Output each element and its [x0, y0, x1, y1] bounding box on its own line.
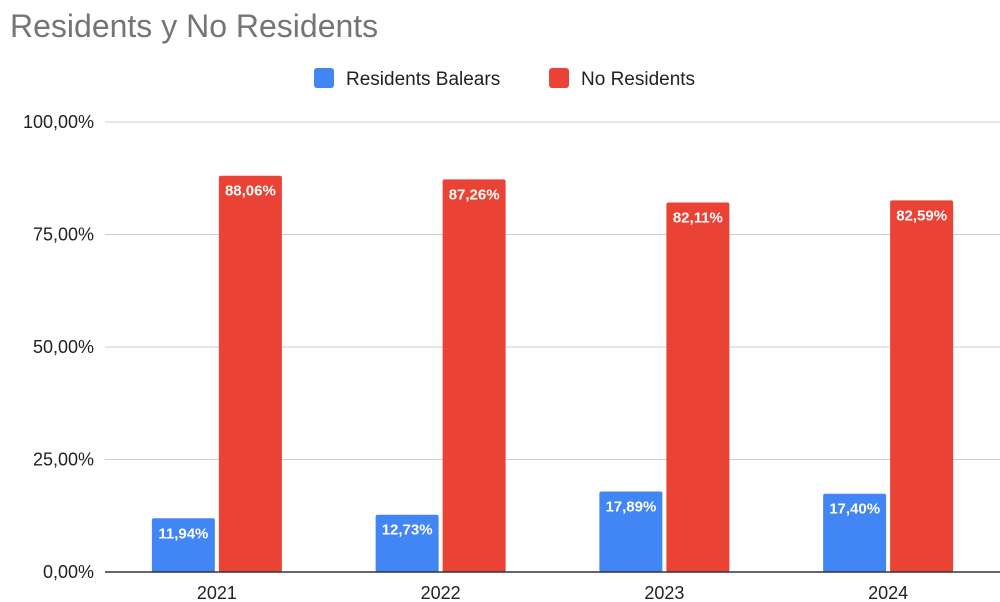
y-tick-label: 25,00% [33, 450, 94, 470]
x-tick-label: 2021 [197, 583, 237, 602]
data-label: 17,89% [605, 498, 656, 515]
y-tick-label: 100,00% [23, 112, 94, 132]
x-tick-label: 2024 [868, 583, 908, 602]
data-label: 87,26% [449, 186, 500, 203]
bar-residents-balears [823, 493, 887, 572]
legend-swatch [549, 68, 569, 88]
bar-no-residents [218, 175, 282, 573]
x-tick-label: 2022 [421, 583, 461, 602]
data-label: 82,11% [673, 210, 723, 227]
data-label: 11,94% [158, 525, 208, 542]
x-tick-label: 2023 [644, 583, 684, 602]
data-label: 82,59% [896, 207, 947, 224]
bar-residents-balears [599, 491, 663, 572]
data-label: 12,73% [382, 522, 433, 539]
bar-no-residents [890, 200, 954, 572]
chart-title: Residents y No Residents [10, 8, 379, 44]
bar-no-residents [442, 179, 506, 572]
bar-residents-balears [151, 518, 215, 572]
data-label: 17,40% [829, 501, 880, 518]
y-tick-label: 50,00% [33, 337, 94, 357]
y-tick-label: 75,00% [33, 225, 94, 245]
legend-swatch [314, 68, 334, 88]
y-tick-label: 0,00% [43, 562, 94, 582]
legend-label: Residents Balears [346, 69, 500, 90]
data-label: 88,06% [225, 183, 276, 200]
bar-residents-balears [375, 514, 439, 572]
bar-no-residents [666, 202, 730, 572]
legend-label: No Residents [581, 69, 695, 90]
